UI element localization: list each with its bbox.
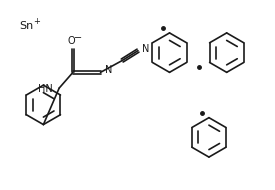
Text: −: − <box>74 33 82 43</box>
Text: N: N <box>106 65 113 75</box>
Text: +: + <box>34 17 40 26</box>
Text: O: O <box>67 36 75 46</box>
Text: N: N <box>142 44 149 54</box>
Text: HN: HN <box>39 84 53 94</box>
Text: Sn: Sn <box>20 21 34 31</box>
